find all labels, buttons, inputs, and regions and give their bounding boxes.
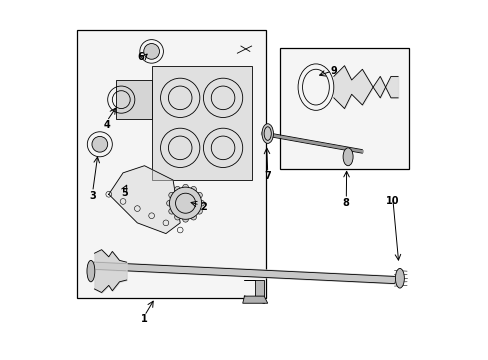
Ellipse shape: [262, 124, 273, 143]
Text: 1: 1: [141, 314, 147, 324]
Bar: [280, 48, 408, 169]
Circle shape: [174, 186, 180, 192]
Circle shape: [143, 44, 159, 59]
Polygon shape: [116, 80, 151, 119]
Circle shape: [174, 214, 180, 220]
Circle shape: [166, 201, 172, 206]
Circle shape: [196, 208, 202, 214]
Bar: [77, 30, 265, 298]
Text: 6: 6: [137, 52, 144, 62]
Text: 8: 8: [342, 198, 349, 208]
Ellipse shape: [395, 269, 404, 288]
Circle shape: [169, 187, 201, 219]
Ellipse shape: [87, 260, 95, 282]
Ellipse shape: [343, 148, 352, 166]
Text: 10: 10: [385, 197, 399, 206]
Circle shape: [92, 136, 107, 152]
Circle shape: [183, 184, 188, 190]
Text: 7: 7: [264, 171, 270, 181]
Text: 5: 5: [121, 188, 128, 198]
Text: 4: 4: [103, 120, 110, 130]
Circle shape: [168, 192, 174, 198]
Text: 2: 2: [200, 202, 206, 212]
Circle shape: [190, 186, 196, 192]
Circle shape: [183, 216, 188, 222]
Circle shape: [198, 201, 204, 206]
Text: 3: 3: [89, 191, 96, 201]
Circle shape: [168, 208, 174, 214]
Polygon shape: [151, 66, 251, 180]
Polygon shape: [244, 280, 264, 296]
Text: 9: 9: [330, 66, 337, 76]
Polygon shape: [108, 166, 180, 234]
Circle shape: [196, 192, 202, 198]
Circle shape: [190, 214, 196, 220]
Polygon shape: [242, 296, 267, 303]
